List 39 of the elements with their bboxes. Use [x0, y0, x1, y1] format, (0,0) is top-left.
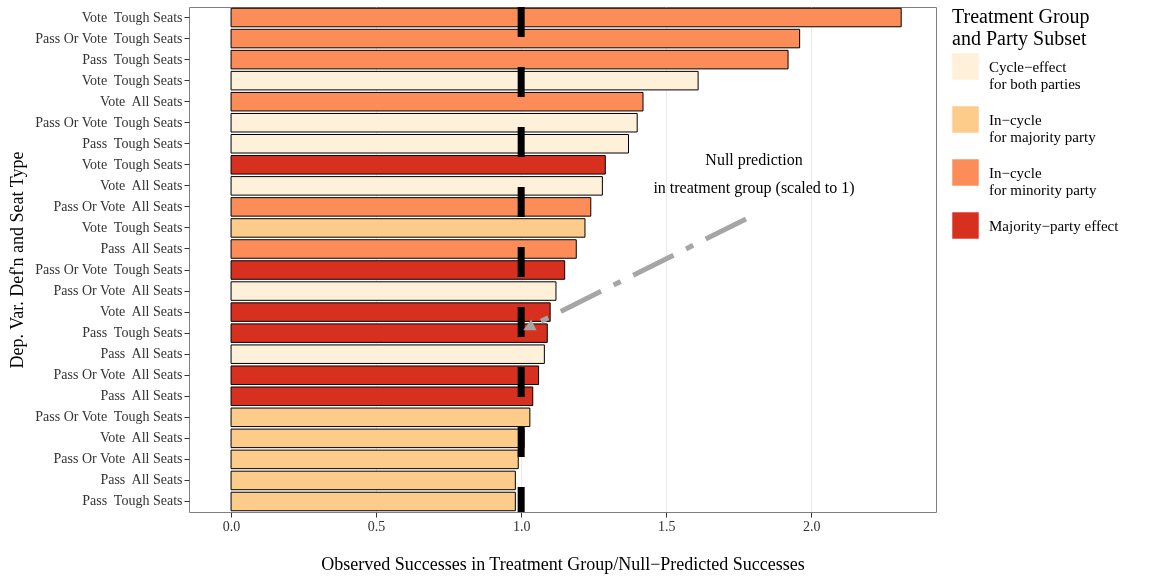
y-tick-label: Vote Tough Seats [81, 219, 183, 235]
y-axis-title: Dep. Var. Def'n and Seat Type [6, 151, 27, 369]
y-tick-label: Vote All Seats [99, 177, 183, 193]
y-tick-label: Vote Tough Seats [81, 72, 183, 88]
y-tick-label: Vote All Seats [99, 430, 183, 446]
legend-label: Cycle−effect for both parties [989, 58, 1081, 92]
y-tick-label: Pass Or Vote All Seats [53, 367, 183, 383]
x-tick-label: 0.5 [367, 518, 386, 534]
bar [230, 491, 516, 512]
legend-label: In−cycle for majority party [989, 111, 1097, 145]
x-tick-label: 0.0 [222, 518, 241, 534]
y-tick-label: Vote Tough Seats [81, 9, 183, 25]
y-tick-label: Pass Or Vote Tough Seats [35, 114, 183, 130]
y-tick-label: Pass All Seats [100, 240, 183, 256]
x-tick-label: 2.0 [803, 518, 821, 534]
x-tick-label: 1.5 [657, 518, 676, 534]
y-tick-label: Vote Tough Seats [81, 156, 183, 172]
y-tick-label: Vote All Seats [99, 93, 183, 109]
y-tick-label: Pass Tough Seats [82, 135, 183, 151]
y-tick-label: Pass All Seats [100, 388, 183, 404]
annotation: Null prediction in treatment group (scaled to 1) [653, 151, 855, 197]
y-tick-label: Pass Or Vote All Seats [53, 451, 183, 467]
legend-title: Treatment Group and Party Subset [952, 5, 1090, 50]
x-axis-title: Observed Successes in Treatment Group/Null−Predicted Successes [321, 553, 805, 574]
y-tick-label: Pass Tough Seats [82, 493, 183, 509]
legend-label: Majority−party effect [989, 217, 1120, 234]
y-tick-label: Pass All Seats [100, 472, 183, 488]
y-tick-label: Vote All Seats [99, 304, 183, 320]
bar [230, 470, 516, 491]
y-tick-label: Pass Or Vote Tough Seats [35, 30, 183, 46]
y-tick-label: Pass Tough Seats [82, 51, 183, 67]
x-tick-label: 1.0 [512, 518, 531, 534]
y-tick-label: Pass Or Vote All Seats [53, 283, 183, 299]
y-tick-label: Pass Or Vote All Seats [53, 198, 183, 214]
legend-label: In−cycle for minority party [989, 164, 1097, 198]
y-tick-label: Pass Or Vote Tough Seats [35, 409, 183, 425]
y-tick-label: Pass Or Vote Tough Seats [35, 262, 183, 278]
y-tick-label: Pass Tough Seats [82, 325, 183, 341]
y-tick-label: Pass All Seats [100, 346, 183, 362]
